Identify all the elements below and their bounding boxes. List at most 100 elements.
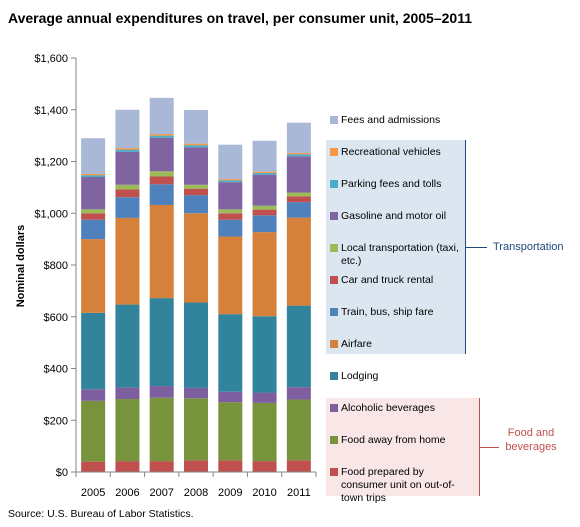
bar-segment-2010-9: [252, 172, 277, 175]
bar-segment-2006-2: [115, 387, 140, 400]
food-connector: [479, 447, 499, 448]
bar-segment-2006-6: [115, 189, 140, 198]
bar-segment-2007-1: [149, 397, 174, 462]
bar-segment-2010-3: [252, 316, 277, 393]
legend-swatch: [330, 372, 338, 380]
legend-label: Airfare: [341, 338, 372, 350]
bar-segment-2010-5: [252, 215, 277, 233]
bar-segment-2011-9: [286, 154, 311, 157]
bar-segment-2009-4: [218, 236, 243, 315]
bar-segment-2006-1: [115, 399, 140, 462]
legend-label: Recreational vehicles: [341, 146, 441, 158]
legend-label: Car and truck rental: [341, 274, 434, 286]
bar-segment-2011-6: [286, 196, 311, 203]
bar-segment-2009-8: [218, 182, 243, 210]
bar-segment-2008-3: [184, 302, 208, 388]
legend-label: Train, bus, ship fare: [341, 306, 434, 318]
bar-segment-2008-11: [184, 110, 208, 144]
bar-segment-2011-8: [286, 156, 311, 193]
bar-segment-2006-7: [115, 184, 140, 190]
bar-segment-2009-5: [218, 219, 243, 237]
bar-segment-2005-1: [81, 400, 106, 462]
bar-segment-2010-1: [252, 402, 277, 462]
y-tick-label: $1,400: [34, 105, 68, 117]
bar-segment-2005-8: [81, 177, 106, 210]
legend-label: Gasoline and motor oil: [341, 210, 447, 222]
legend-swatch: [330, 308, 338, 316]
legend-swatch: [330, 340, 338, 348]
bar-segment-2011-0: [286, 460, 311, 472]
axes-layer: 2005 2006 2007 2008 2009 2010 2011 $0 $200 $400 $6…: [34, 53, 317, 499]
bar-segment-2010-0: [252, 461, 277, 472]
bar-segment-2007-7: [149, 171, 174, 177]
legend-item: Alcoholic beverages: [330, 402, 466, 415]
bar-segment-2011-10: [286, 152, 311, 155]
bar-segment-2006-5: [115, 197, 140, 218]
bar-segment-2010-8: [252, 174, 277, 206]
bar-segment-2005-2: [81, 389, 106, 401]
bar-segment-2009-11: [218, 144, 243, 180]
legend-swatch: [330, 244, 338, 252]
x-tick-label: 2011: [287, 487, 311, 499]
bar-segment-2005-4: [81, 239, 106, 313]
bar-segment-2007-11: [149, 97, 174, 135]
bar-segment-2006-8: [115, 151, 140, 185]
bar-layer: [81, 97, 311, 472]
legend-item: Lodging: [330, 370, 466, 383]
bar-segment-2010-2: [252, 392, 277, 403]
bar-segment-2010-11: [252, 140, 277, 172]
bar-segment-2006-4: [115, 217, 140, 305]
bar-segment-2010-4: [252, 232, 277, 317]
bar-segment-2005-0: [81, 461, 106, 472]
x-tick-label: 2007: [149, 487, 173, 499]
bar-segment-2009-1: [218, 402, 243, 461]
bar-segment-2011-5: [286, 202, 311, 218]
legend-swatch: [330, 212, 338, 220]
bar-segment-2010-10: [252, 171, 277, 173]
bar-segment-2010-7: [252, 205, 277, 210]
y-tick-label: $200: [44, 415, 68, 427]
y-axis-label: Nominal dollars: [15, 225, 27, 308]
y-tick-label: $600: [44, 312, 68, 324]
bar-segment-2007-2: [149, 386, 174, 398]
bar-segment-2006-10: [115, 148, 140, 150]
bar-segment-2007-10: [149, 134, 174, 136]
bar-segment-2009-3: [218, 314, 243, 392]
bar-segment-2011-7: [286, 192, 311, 197]
legend-swatch: [330, 468, 338, 476]
transportation-group-label: Transportation: [493, 241, 564, 253]
x-tick-label: 2009: [218, 487, 242, 499]
bar-segment-2008-7: [184, 184, 208, 189]
bar-segment-2005-11: [81, 138, 106, 174]
y-tick-label: $0: [56, 467, 68, 479]
legend-label: Food away from home: [341, 434, 446, 446]
bar-segment-2011-11: [286, 122, 311, 153]
bar-segment-2009-7: [218, 209, 243, 214]
x-tick-label: 2010: [252, 487, 276, 499]
bar-segment-2008-1: [184, 398, 208, 461]
bar-segment-2008-6: [184, 188, 208, 196]
transportation-connector: [465, 247, 487, 248]
legend-label: Lodging: [341, 370, 379, 382]
bar-segment-2007-6: [149, 176, 174, 185]
food-group-box: [326, 398, 480, 496]
legend-label: Food prepared by consumer unit on out-of…: [341, 466, 455, 504]
legend-item: Local transportation (taxi, etc.): [330, 242, 466, 268]
bar-segment-2007-0: [149, 461, 174, 472]
bar-segment-2009-9: [218, 180, 243, 183]
legend-item: Fees and admissions: [330, 114, 466, 127]
source-note: Source: U.S. Bureau of Labor Statistics.: [8, 508, 194, 520]
bar-segment-2006-9: [115, 149, 140, 152]
bar-segment-2009-6: [218, 213, 243, 220]
bar-segment-2009-0: [218, 460, 243, 472]
legend-label: Alcoholic beverages: [341, 402, 435, 414]
x-tick-label: 2008: [184, 487, 208, 499]
bar-segment-2011-4: [286, 217, 311, 306]
bar-segment-2008-2: [184, 387, 208, 399]
chart-title: Average annual expenditures on travel, p…: [8, 10, 473, 26]
y-tick-label: $1,000: [34, 208, 68, 220]
legend-swatch: [330, 436, 338, 444]
legend-item: Airfare: [330, 338, 466, 351]
legend-item: Recreational vehicles: [330, 146, 466, 159]
